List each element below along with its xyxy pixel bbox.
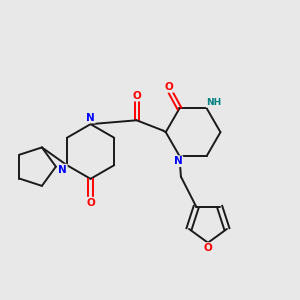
- Text: O: O: [86, 198, 95, 208]
- Text: NH: NH: [207, 98, 222, 107]
- Text: N: N: [174, 156, 182, 166]
- Text: N: N: [86, 112, 95, 123]
- Text: N: N: [58, 165, 67, 175]
- Text: O: O: [165, 82, 173, 92]
- Text: O: O: [132, 91, 141, 100]
- Text: O: O: [204, 243, 212, 253]
